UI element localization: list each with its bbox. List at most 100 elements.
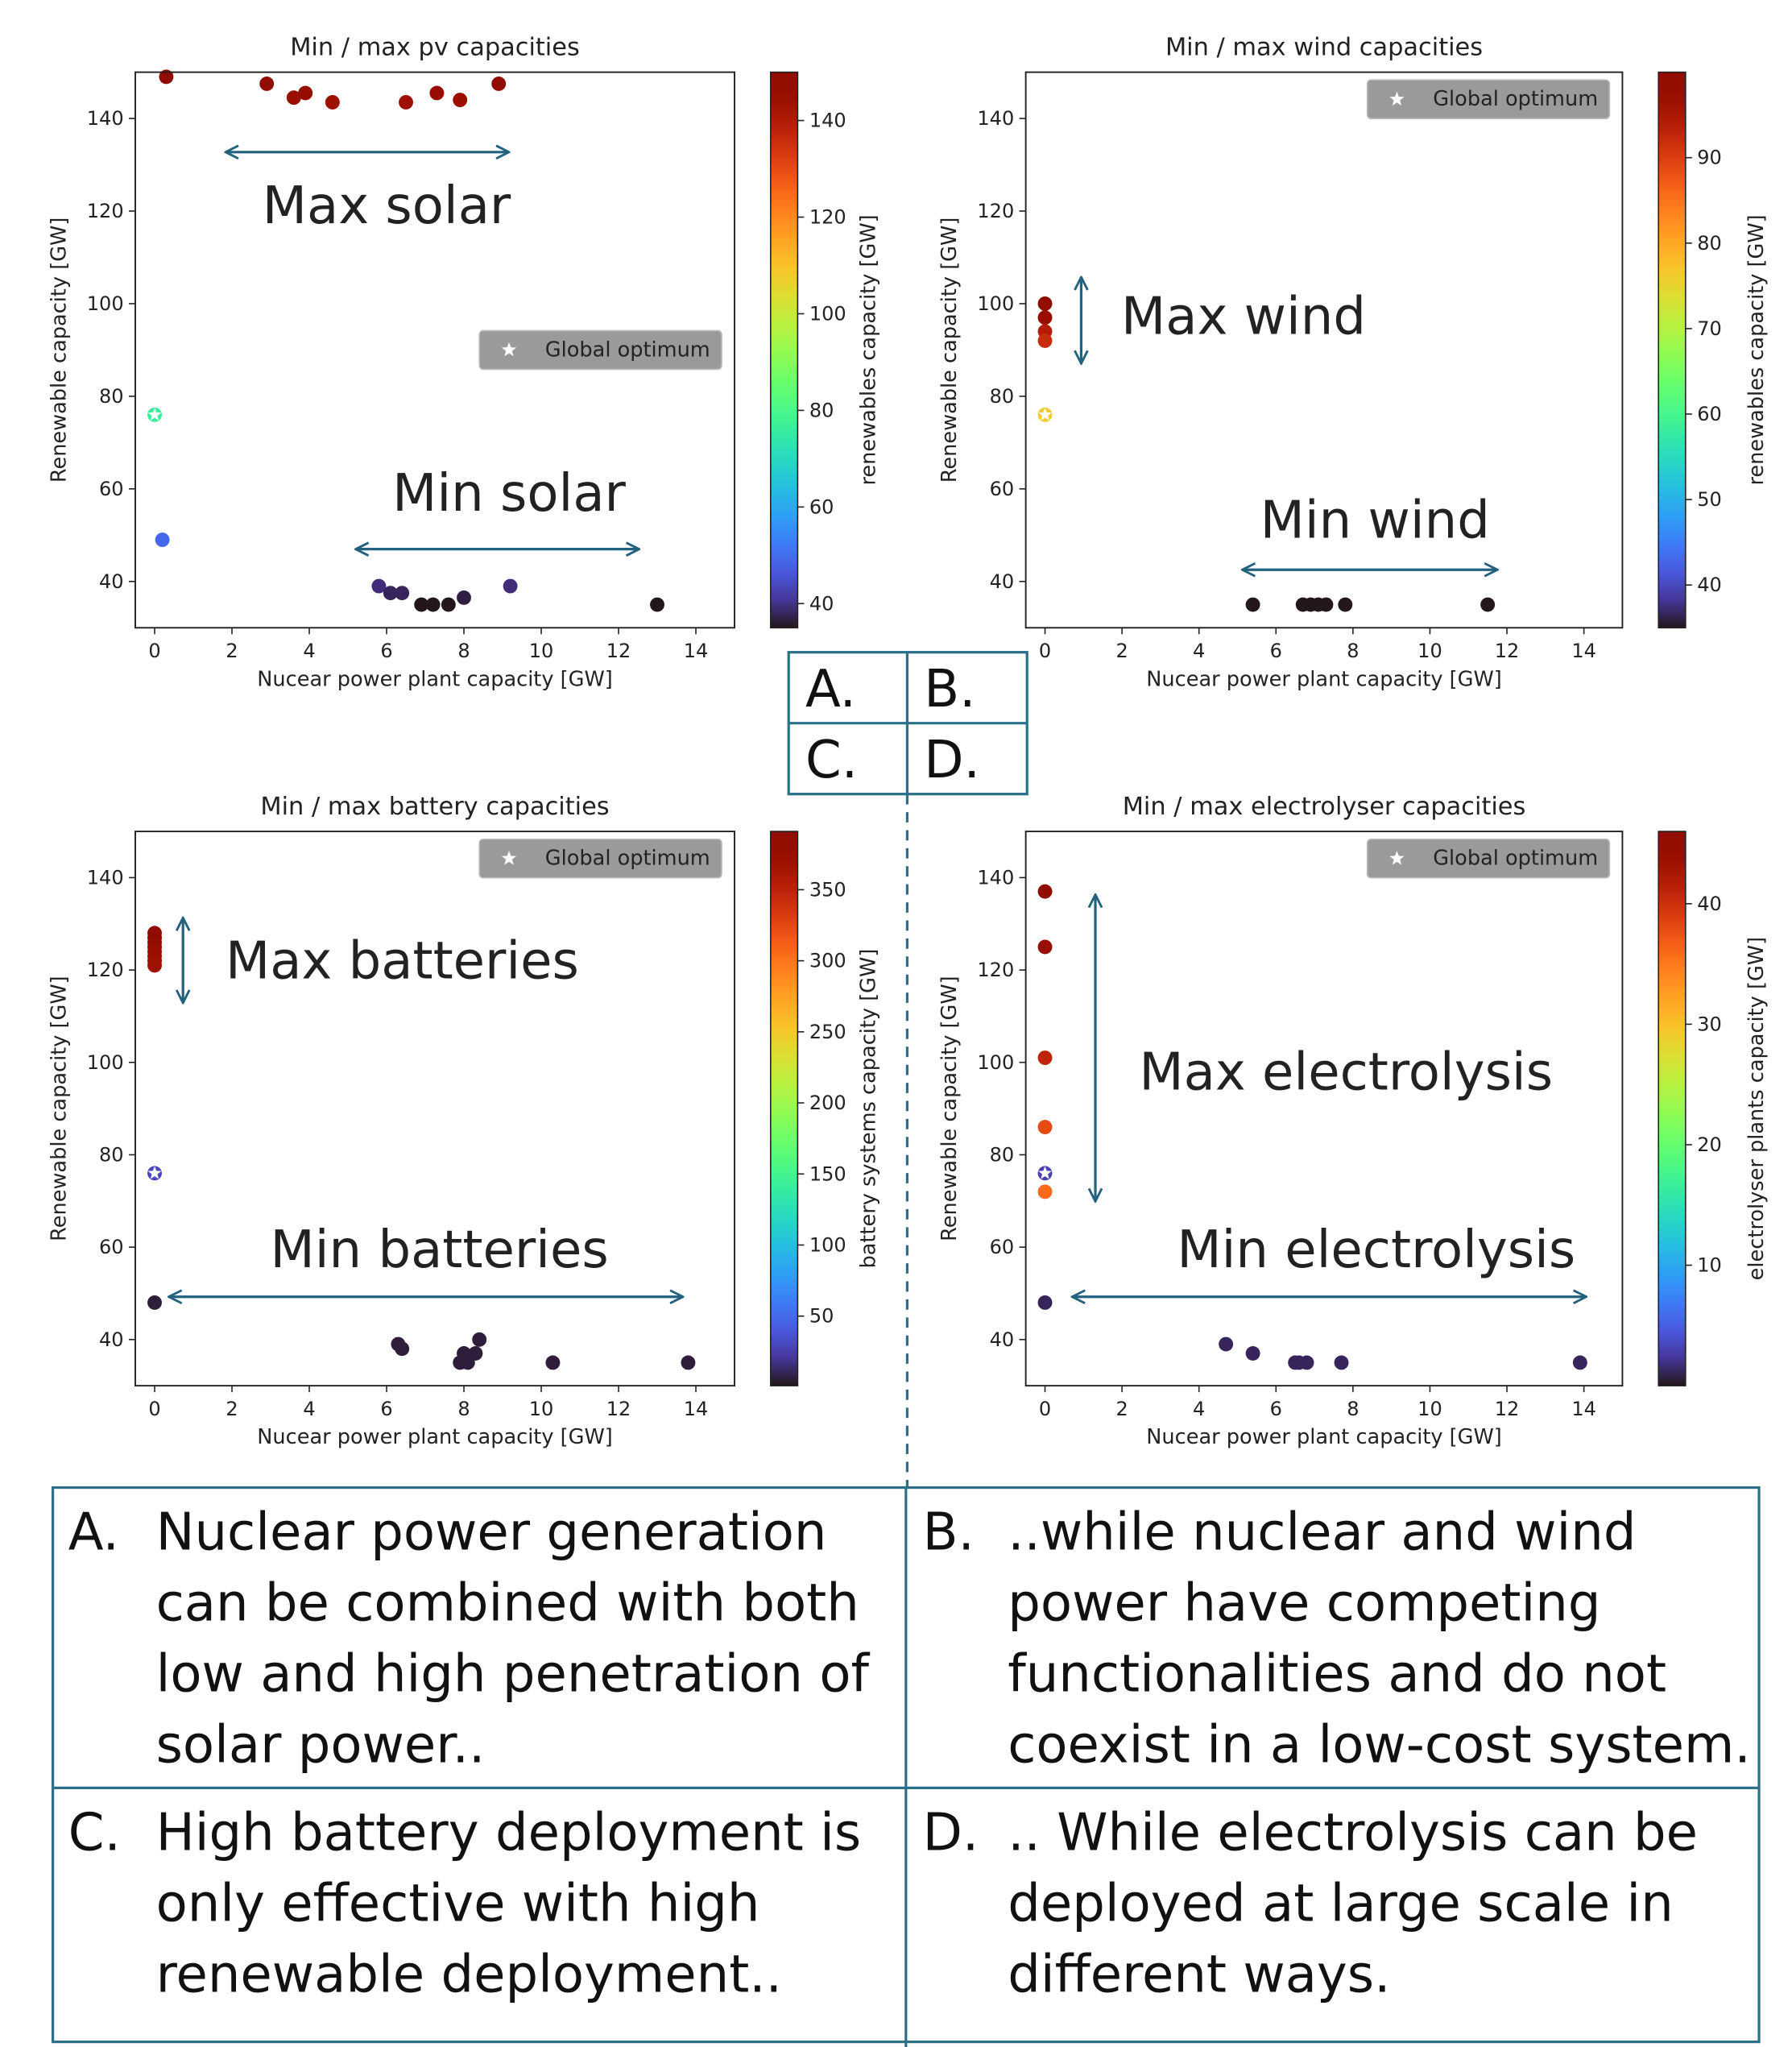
y-tick-label: 80 [990,1143,1015,1166]
colorbar-tick-label: 70 [1697,317,1722,340]
cell-text: Nuclear power generation [156,1503,827,1563]
point [1318,597,1334,612]
colorbar-tick-label: 350 [809,878,846,901]
x-tick-label: 4 [1193,1398,1205,1420]
y-tick-label: 40 [99,1328,124,1351]
legend-box [1366,838,1611,879]
annotation: Min electrolysis [1177,1220,1575,1280]
point [155,532,170,548]
point [1245,1346,1260,1361]
y-tick-label: 40 [99,570,124,593]
annotation: Max solar [263,176,511,236]
colorbar-tick-label: 40 [1697,574,1722,596]
y-tick-label: 120 [977,959,1014,981]
colorbar-tick-label: 90 [1697,147,1722,169]
cell-text: renewable deployment.. [156,1945,782,2004]
y-tick-label: 80 [99,385,124,408]
point [453,93,468,108]
point [395,586,410,601]
colorbar-tick-label: 40 [809,592,834,615]
point [1037,310,1053,325]
point [1037,1120,1053,1135]
point [371,578,387,594]
axes-frame [135,71,735,629]
legend-star [501,851,517,865]
point [1037,1050,1053,1065]
point [325,95,340,110]
annotation: Min wind [1260,491,1490,550]
annotation: Max batteries [226,932,579,992]
x-tick-label: 8 [1347,1398,1359,1420]
y-axis-label: Renewable capacity [GW] [48,976,72,1241]
point [545,1355,561,1370]
legend-label: Global optimum [545,847,710,871]
y-tick-label: 100 [87,1051,124,1074]
cell-text: ..while nuclear and wind [1008,1503,1636,1563]
y-axis-label: Renewable capacity [GW] [937,218,962,483]
y-tick-label: 140 [87,107,124,130]
y-tick-label: 80 [990,385,1015,408]
colorbar-tick-label: 60 [1697,403,1722,425]
point [286,90,301,106]
chart-title: Min / max pv capacities [290,34,580,62]
x-tick-label: 14 [1571,1398,1596,1420]
y-tick-label: 60 [99,1236,124,1258]
point [1037,884,1053,899]
y-tick-label: 120 [977,200,1014,222]
colorbar [1657,831,1686,1386]
point [147,958,162,973]
y-tick-label: 100 [87,292,124,315]
x-tick-label: 0 [1039,1398,1051,1420]
point [1334,1355,1349,1370]
x-axis-label: Nucear power plant capacity [GW] [1146,667,1501,691]
panel-label: C. [805,731,858,790]
annotation: Min solar [392,464,626,524]
x-tick-label: 8 [457,1398,470,1420]
point [1572,1355,1587,1370]
point [399,95,413,110]
colorbar-tick-label: 30 [1697,1013,1722,1035]
x-tick-label: 8 [1347,640,1359,662]
panel-label: D. [924,731,980,790]
x-tick-label: 12 [606,1398,631,1420]
x-tick-label: 14 [1571,640,1596,662]
colorbar-label: renewables capacity [GW] [1744,214,1769,485]
optimum-star [1038,408,1052,421]
colorbar-tick-label: 300 [809,950,846,972]
colorbar-tick-label: 20 [1697,1133,1722,1156]
axes-frame [1024,831,1624,1387]
colorbar-tick-label: 150 [809,1162,846,1185]
annotation: Max wind [1121,288,1366,347]
y-tick-label: 140 [87,866,124,889]
y-tick-label: 40 [990,1328,1015,1351]
x-tick-label: 2 [226,640,238,662]
cell-text: low and high penetration of [156,1645,871,1705]
chart-title: Min / max battery capacities [260,793,609,821]
y-tick-label: 100 [977,292,1014,315]
point [425,597,441,612]
optimum-star [147,408,162,421]
colorbar-tick-label: 50 [809,1305,834,1328]
colorbar-tick-label: 120 [809,206,846,229]
colorbar-tick-label: 200 [809,1092,846,1114]
colorbar-tick-label: 100 [809,302,846,325]
colorbar-tick-label: 80 [809,399,834,421]
colorbar-tick-label: 140 [809,110,846,132]
colorbar [1657,71,1686,629]
x-axis-label: Nucear power plant capacity [GW] [257,1425,612,1449]
optimum-star [1038,1166,1052,1179]
legend-box [478,838,722,879]
y-tick-label: 80 [99,1143,124,1166]
x-tick-label: 0 [148,640,160,662]
x-tick-label: 4 [303,640,315,662]
cell-text: solar power.. [156,1716,486,1776]
point [159,69,174,85]
y-tick-label: 40 [990,570,1015,593]
x-tick-label: 2 [226,1398,238,1420]
x-tick-label: 6 [380,640,392,662]
point [1219,1336,1234,1352]
x-tick-label: 2 [1115,640,1128,662]
x-tick-label: 6 [380,1398,392,1420]
point [395,1341,410,1357]
point [383,586,398,601]
